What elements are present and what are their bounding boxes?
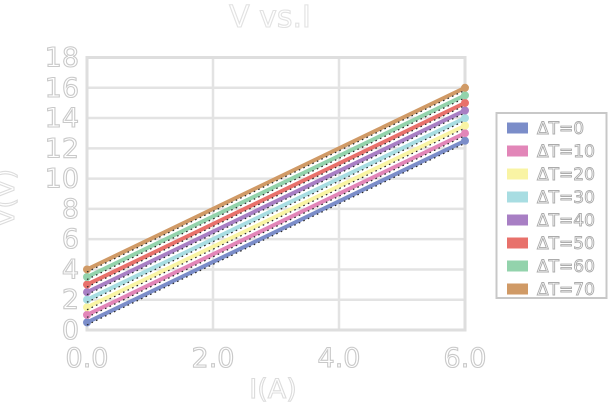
- legend-label-ΔT=30: ΔT=30: [537, 188, 595, 208]
- series-marker-ΔT=30: [83, 295, 91, 304]
- series-line-ΔT=70: [85, 85, 467, 272]
- fit-line-ΔT=20: [86, 127, 466, 311]
- y-tick-label: 16: [45, 73, 79, 104]
- y-tick-label: 18: [45, 43, 79, 74]
- fit-line-ΔT=10: [86, 135, 466, 318]
- y-tick-label: 0: [62, 315, 79, 346]
- series-marker-ΔT=50: [83, 280, 91, 289]
- legend-swatch-ΔT=50: [507, 237, 528, 249]
- y-tick-label: 2: [62, 285, 79, 316]
- chart-title: V vs.I: [229, 0, 311, 35]
- series-line-ΔT=50: [85, 100, 467, 287]
- fit-line-ΔT=50: [86, 104, 466, 288]
- series-line-ΔT=0: [85, 138, 467, 325]
- series-marker-ΔT=50: [461, 98, 469, 107]
- series-marker-ΔT=70: [83, 265, 91, 274]
- legend: ΔT=0 ΔT=10 ΔT=20 ΔT=30 ΔT=40 ΔT=50 ΔT=60 ΔT=70: [495, 112, 608, 300]
- x-axis-label: I(A): [249, 374, 297, 405]
- series-marker-ΔT=60: [83, 273, 91, 282]
- fit-line-ΔT=40: [86, 112, 466, 296]
- y-tick-label: 4: [62, 254, 79, 285]
- legend-label-ΔT=0: ΔT=0: [537, 119, 584, 139]
- series-marker-ΔT=10: [461, 129, 469, 138]
- legend-label-ΔT=50: ΔT=50: [537, 234, 595, 254]
- series-marker-ΔT=40: [461, 106, 469, 115]
- series-line-ΔT=40: [85, 108, 467, 295]
- series-line-ΔT=20: [85, 123, 467, 310]
- series-line-ΔT=30: [85, 116, 467, 302]
- y-tick-label: 6: [62, 224, 79, 255]
- series-line-ΔT=60: [85, 93, 467, 280]
- series-line-ΔT=10: [85, 131, 467, 317]
- series-marker-ΔT=10: [83, 310, 91, 319]
- series-marker-ΔT=40: [83, 288, 91, 297]
- legend-label-ΔT=60: ΔT=60: [537, 257, 595, 277]
- y-axis-label: V(V): [0, 169, 21, 227]
- legend-label-ΔT=10: ΔT=10: [537, 142, 595, 162]
- series-marker-ΔT=20: [83, 303, 91, 312]
- legend-label-ΔT=40: ΔT=40: [537, 211, 595, 231]
- legend-swatch-ΔT=20: [507, 168, 528, 180]
- series-marker-ΔT=0: [83, 318, 91, 327]
- series-marker-ΔT=20: [461, 121, 469, 130]
- y-tick-label: 14: [45, 103, 79, 134]
- y-tick-label: 12: [45, 133, 79, 164]
- legend-swatch-ΔT=40: [507, 214, 528, 226]
- y-tick-label: 8: [62, 194, 79, 225]
- x-tick-labels: 0.0 2.0 4.0 6.0: [65, 342, 487, 374]
- series-marker-ΔT=0: [461, 136, 469, 145]
- series-marker-ΔT=30: [461, 114, 469, 123]
- x-tick-label: 4.0: [318, 343, 361, 374]
- legend-label-ΔT=70: ΔT=70: [537, 280, 595, 300]
- x-tick-label: 6.0: [444, 343, 487, 374]
- series-marker-ΔT=60: [461, 91, 469, 100]
- x-tick-label: 0.0: [66, 343, 109, 374]
- legend-swatch-ΔT=10: [507, 145, 528, 157]
- legend-label-ΔT=20: ΔT=20: [537, 165, 595, 185]
- legend-swatch-ΔT=70: [507, 283, 528, 295]
- y-tick-label: 10: [45, 164, 79, 195]
- x-tick-label: 2.0: [192, 343, 235, 374]
- fit-line-ΔT=60: [86, 97, 466, 281]
- series-marker-ΔT=70: [461, 83, 469, 92]
- plot-frame: [85, 56, 467, 332]
- legend-swatch-ΔT=0: [507, 122, 528, 134]
- fit-line-ΔT=0: [86, 142, 466, 326]
- plot-frame-border: [85, 56, 467, 332]
- legend-swatch-ΔT=60: [507, 260, 528, 272]
- legend-swatch-ΔT=30: [507, 191, 528, 203]
- series-lines: [83, 83, 469, 327]
